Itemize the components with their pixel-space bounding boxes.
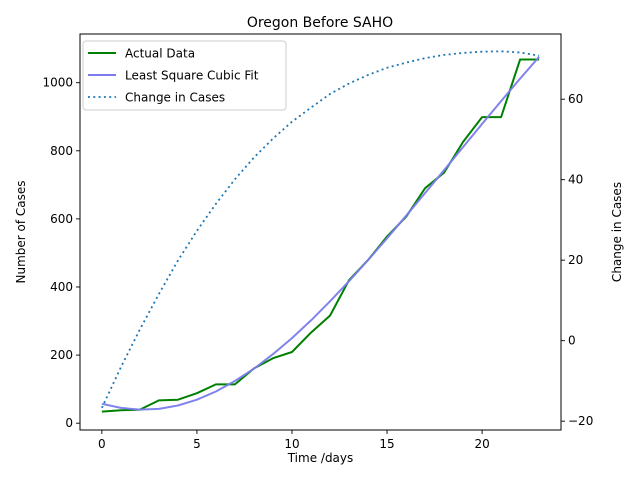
chart-title: Oregon Before SAHO — [247, 15, 393, 31]
y-tick-label: 200 — [50, 348, 73, 362]
y2-axis-label: Change in Cases — [610, 182, 624, 282]
y-tick-label: 600 — [50, 212, 73, 226]
y2-tick-label: 0 — [568, 334, 576, 348]
y-tick-label: 1000 — [42, 76, 73, 90]
legend-label-1: Least Square Cubic Fit — [125, 69, 259, 83]
series-line-1 — [101, 56, 540, 411]
legend-label-2: Change in Cases — [125, 91, 225, 105]
y-tick-label: 400 — [50, 280, 73, 294]
y-axis-ticks: 0 200 400 600 800 1000 — [42, 76, 80, 430]
legend: Actual Data Least Square Cubic Fit Change … — [82, 40, 287, 111]
y2-tick-label: 20 — [568, 253, 583, 267]
plot-frame — [79, 33, 562, 431]
x-tick-label: 20 — [474, 437, 489, 451]
x-axis-ticks: 0 5 10 15 20 — [98, 430, 490, 451]
legend-box — [82, 40, 287, 111]
x-tick-label: 0 — [98, 437, 106, 451]
x-tick-label: 15 — [379, 437, 394, 451]
y-axis-label: Number of Cases — [14, 180, 28, 283]
x-axis-label: Time /days — [287, 451, 354, 465]
x-tick-label: 5 — [193, 437, 201, 451]
y-tick-label: 800 — [50, 144, 73, 158]
y2-tick-label: 40 — [568, 173, 583, 187]
plot-lines — [101, 50, 540, 413]
series-line-0 — [101, 58, 540, 413]
series-line-2 — [101, 50, 540, 409]
y2-tick-label: 60 — [568, 92, 583, 106]
y2-tick-label: −20 — [568, 414, 593, 428]
y-tick-label: 0 — [65, 416, 73, 430]
x-tick-label: 10 — [284, 437, 299, 451]
legend-label-0: Actual Data — [125, 47, 195, 61]
y2-axis-ticks: −20 0 20 40 60 — [561, 92, 593, 428]
